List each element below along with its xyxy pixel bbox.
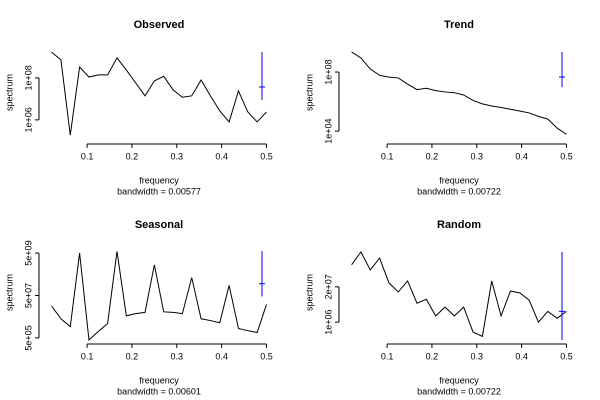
subtitle: bandwidth = 0.00722 (417, 186, 501, 196)
x-tick-label: 0.2 (126, 151, 139, 161)
x-tick-label: 0.3 (471, 351, 484, 361)
x-tick-label: 0.5 (560, 351, 573, 361)
y-tick-label: 1e+06 (23, 107, 33, 132)
x-tick-label: 0.5 (260, 351, 273, 361)
y-tick-label: 1e+08 (23, 65, 33, 90)
x-axis-label: frequency (139, 375, 179, 385)
spectrum-line (351, 250, 567, 338)
x-axis-label: frequency (439, 175, 479, 185)
subtitle: bandwidth = 0.00577 (117, 186, 201, 196)
panel-title: Observed (134, 19, 185, 31)
x-tick-label: 0.3 (471, 151, 484, 161)
x-tick-label: 0.2 (126, 351, 139, 361)
y-axis-label: spectrum (304, 74, 314, 111)
spectrum-line (51, 51, 267, 136)
x-tick-label: 0.4 (215, 151, 228, 161)
y-axis-label: spectrum (4, 74, 14, 111)
panel-title: Seasonal (135, 219, 183, 231)
x-tick-label: 0.3 (171, 151, 184, 161)
x-tick-label: 0.4 (515, 351, 528, 361)
x-tick-label: 0.2 (426, 151, 439, 161)
x-tick-label: 0.5 (260, 151, 273, 161)
panel-title: Trend (444, 19, 474, 31)
y-tick-label: 5e+07 (23, 283, 33, 308)
panel-title: Random (437, 219, 481, 231)
x-tick-label: 0.3 (171, 351, 184, 361)
spectrum-line (51, 251, 267, 342)
x-tick-label: 0.4 (215, 351, 228, 361)
x-axis-label: frequency (139, 175, 179, 185)
y-axis-label: spectrum (304, 274, 314, 311)
y-tick-label: 5e+09 (23, 240, 33, 265)
x-tick-label: 0.4 (515, 151, 528, 161)
subtitle: bandwidth = 0.00722 (417, 386, 501, 396)
x-tick-label: 0.1 (81, 351, 94, 361)
spectrum-line (351, 51, 567, 135)
x-tick-label: 0.1 (381, 151, 394, 161)
y-tick-label: 2e+07 (323, 274, 333, 299)
x-tick-label: 0.1 (381, 351, 394, 361)
x-axis-label: frequency (439, 375, 479, 385)
y-tick-label: 5e+05 (23, 325, 33, 350)
y-axis-label: spectrum (4, 274, 14, 311)
y-tick-label: 1e+06 (323, 310, 333, 335)
x-tick-label: 0.5 (560, 151, 573, 161)
x-tick-label: 0.2 (426, 351, 439, 361)
y-tick-label: 1e+04 (323, 118, 333, 143)
subtitle: bandwidth = 0.00601 (117, 386, 201, 396)
x-tick-label: 0.1 (81, 151, 94, 161)
y-tick-label: 1e+08 (323, 59, 333, 84)
